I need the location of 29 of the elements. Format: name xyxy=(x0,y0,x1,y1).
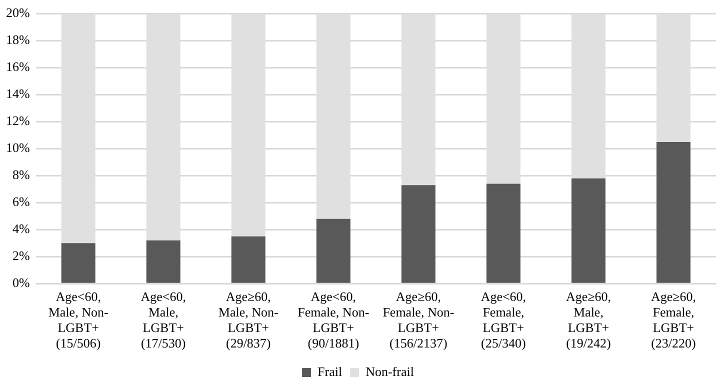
y-tick-label: 0% xyxy=(12,275,30,290)
bar xyxy=(486,184,520,283)
y-tick-label: 16% xyxy=(6,59,30,74)
y-tick-label: 18% xyxy=(6,32,30,48)
legend-label: Non-frail xyxy=(366,364,414,379)
bar xyxy=(401,185,436,283)
y-tick-label: 20% xyxy=(6,5,30,20)
bar xyxy=(61,243,96,283)
y-tick-label: 6% xyxy=(12,194,30,210)
y-tick-label: 10% xyxy=(6,140,30,156)
x-tick-label: Age<60, Female, LGBT+ (25/340) xyxy=(480,288,526,351)
legend-label: Frail xyxy=(318,364,342,379)
y-tick-label: 14% xyxy=(6,86,30,102)
y-tick-label: 12% xyxy=(6,113,30,128)
bar xyxy=(231,236,266,283)
x-tick-label: Age≥60, Female, Non- LGBT+ (156/2137) xyxy=(382,288,454,351)
y-tick-label: 4% xyxy=(12,221,30,236)
x-tick-label: Age<60, Male, LGBT+ (17/530) xyxy=(140,288,186,351)
y-tick-label: 8% xyxy=(12,167,30,182)
x-tick-label: Age<60, Male, Non- LGBT+ (15/506) xyxy=(48,288,108,351)
bar xyxy=(656,142,690,283)
bar xyxy=(571,178,606,283)
x-tick-label: Age≥60, Male, LGBT+ (19/242) xyxy=(566,288,611,351)
bar xyxy=(316,218,350,283)
bar xyxy=(146,240,180,283)
x-tick-label: Age≥60, Male, Non- LGBT+ (29/837) xyxy=(218,288,278,351)
x-tick-label: Age<60, Female, Non- LGBT+ (90/1881) xyxy=(298,288,370,351)
y-tick-label: 2% xyxy=(12,248,30,264)
x-tick-label: Age≥60, Female, LGBT+ (23/220) xyxy=(650,288,696,351)
